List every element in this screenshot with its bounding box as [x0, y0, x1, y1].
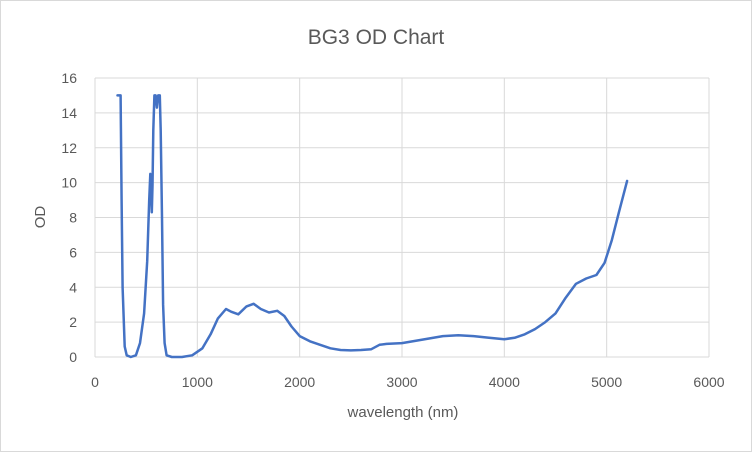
y-tick-label: 4 [69, 279, 77, 295]
x-tick-label: 2000 [284, 374, 315, 390]
x-tick-label: 5000 [591, 374, 622, 390]
x-axis-title: wavelength (nm) [347, 404, 459, 421]
y-tick-label: 12 [61, 140, 77, 156]
y-tick-label: 10 [61, 175, 77, 191]
x-tick-label: 6000 [693, 374, 724, 390]
y-tick-label: 0 [69, 349, 77, 365]
y-axis-ticks: 0 2 4 6 8 10 12 14 16 [61, 70, 77, 365]
y-tick-label: 8 [69, 210, 77, 226]
plot-area [116, 94, 629, 359]
x-tick-label: 4000 [489, 374, 520, 390]
chart-title: BG3 OD Chart [308, 26, 445, 49]
y-tick-label: 16 [61, 70, 77, 86]
x-tick-label: 3000 [386, 374, 417, 390]
gridlines [94, 77, 710, 358]
y-tick-label: 2 [69, 314, 77, 330]
series-line [116, 94, 629, 359]
y-tick-label: 14 [61, 105, 77, 121]
y-axis-title: OD [32, 206, 49, 229]
y-tick-label: 6 [69, 244, 77, 260]
x-tick-label: 0 [91, 374, 99, 390]
x-axis-ticks: 0 1000 2000 3000 4000 5000 6000 [91, 374, 725, 390]
x-tick-label: 1000 [182, 374, 213, 390]
